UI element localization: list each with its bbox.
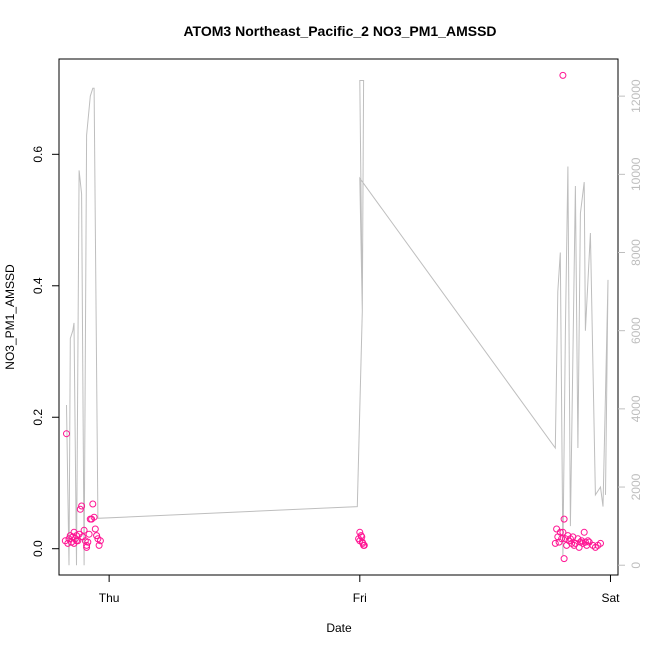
data-point xyxy=(358,533,366,541)
data-point xyxy=(553,525,561,533)
data-point xyxy=(76,505,84,513)
data-point xyxy=(73,537,80,545)
y-tick-label: 0.6 xyxy=(31,146,45,163)
x-tick-label: Fri xyxy=(353,591,367,605)
data-point xyxy=(63,430,70,438)
data-point xyxy=(84,538,92,546)
right-y-tick-label: 2000 xyxy=(629,473,643,500)
data-layer xyxy=(61,71,609,566)
data-point xyxy=(91,525,99,533)
y-axis-label: NO3_PM1_AMSSD xyxy=(3,264,17,370)
x-tick-label: Sat xyxy=(601,591,620,605)
right-y-tick-label: 6000 xyxy=(629,317,643,344)
data-point xyxy=(83,543,91,551)
data-point xyxy=(560,515,568,523)
data-point xyxy=(560,555,568,563)
y-tick-label: 0.2 xyxy=(31,409,45,426)
right-y-tick-label: 12000 xyxy=(629,79,643,113)
data-point xyxy=(96,537,104,545)
right-y-tick-label: 4000 xyxy=(629,395,643,422)
data-point xyxy=(93,532,101,540)
data-point xyxy=(556,528,564,536)
series-line xyxy=(66,80,609,566)
data-point xyxy=(360,541,368,549)
right-y-tick-label: 0 xyxy=(629,562,643,569)
data-point xyxy=(558,535,566,543)
data-point xyxy=(95,541,103,549)
data-point xyxy=(90,513,98,521)
data-point xyxy=(359,539,367,547)
data-point xyxy=(584,537,592,545)
y-tick-label: 0.0 xyxy=(31,540,45,557)
data-point xyxy=(559,71,567,79)
data-point xyxy=(597,539,604,547)
axes-layer: 0.0 0.2 0.4 0.6 0 2000 4000 6000 8000 10000 12000 T… xyxy=(31,79,643,605)
data-point xyxy=(551,539,559,547)
data-point xyxy=(83,541,91,549)
data-point xyxy=(80,526,88,534)
data-point xyxy=(85,530,93,538)
data-point xyxy=(559,528,567,536)
chart-title: ATOM3 Northeast_Pacific_2 NO3_PM1_AMSSD xyxy=(183,23,496,39)
x-axis-label: Date xyxy=(326,621,352,635)
x-tick-label: Thu xyxy=(99,591,120,605)
data-point xyxy=(89,500,97,508)
data-point xyxy=(356,528,364,536)
y-tick-label: 0.4 xyxy=(31,277,45,294)
right-y-tick-label: 10000 xyxy=(629,157,643,191)
right-y-tick-label: 8000 xyxy=(629,239,643,266)
data-point xyxy=(580,528,588,536)
data-point xyxy=(78,502,86,510)
plot-frame xyxy=(58,58,619,576)
